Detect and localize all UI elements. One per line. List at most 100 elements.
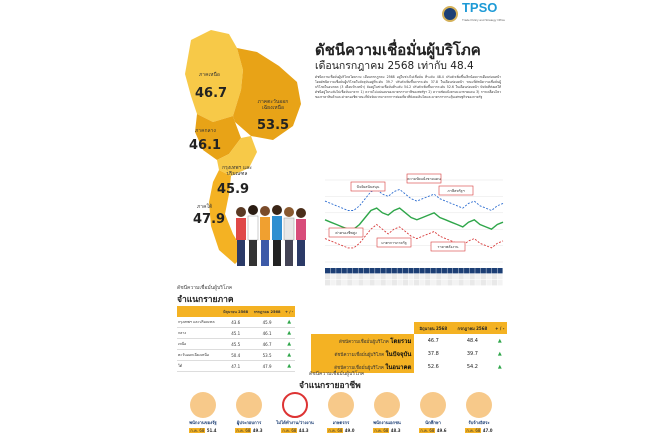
no-work-icon <box>282 392 308 418</box>
region-row-jun: 47.1 <box>220 360 251 372</box>
comparison-row-name: ดัชนีความเชื่อมั่นผู้บริโภค โดยรวม <box>311 334 415 347</box>
table-row: ใต้ 47.1 47.9 ▲ <box>177 360 295 372</box>
bangkok-value: 45.9 <box>217 182 250 197</box>
region-th-1: มิถุนายน 2568 <box>220 306 251 317</box>
region-section-title: จำแนกรายภาค <box>177 295 234 305</box>
chart-month-cell <box>469 268 475 274</box>
chart-month-cell <box>369 280 375 286</box>
comparison-row-label: ในอนาคต <box>385 363 412 371</box>
chart-month-cell <box>464 274 470 280</box>
chart-series-line-2 <box>324 188 504 212</box>
chart-callout-text: ความขัดแย้งชายแดน <box>407 176 441 181</box>
occupation-label: นักศึกษา <box>425 420 441 425</box>
region-row-name: กรุงเทพฯ และปริมณฑล <box>177 317 221 328</box>
occupation-value: 47.0 <box>482 428 493 433</box>
chart-month-cell <box>336 274 342 280</box>
occupation-item-unemployed: ไม่ได้ทำงาน/ว่างงาน ก.ค. 68 44.3 <box>275 392 315 434</box>
occupation-month: ก.ค. 68 <box>281 428 298 433</box>
north-label: ภาคเหนือ <box>199 72 220 78</box>
chart-month-cell <box>425 268 431 274</box>
infographic-page: TPSO Trade Policy and Strategy Office ภา… <box>169 0 511 447</box>
comparison-row-prefix: ดัชนีความเชื่อมั่นผู้บริโภค <box>339 339 389 345</box>
occupation-item-private: พนักงานเอกชน ก.ค. 68 48.3 <box>367 392 407 434</box>
chart-month-cell <box>341 268 347 274</box>
person-5 <box>283 207 295 266</box>
chart-month-cell <box>430 268 436 274</box>
occupation-label: รับจ้างอิสระ <box>468 420 490 425</box>
region-row-jun: 43.6 <box>220 317 251 328</box>
occupation-value: 51.4 <box>206 428 217 433</box>
occupation-month: ก.ค. 68 <box>189 428 206 433</box>
chart-month-cell <box>375 274 381 280</box>
occupation-section-small: ดัชนีความเชื่อมั่นผู้บริโภค <box>309 371 365 377</box>
region-row-name: กลาง <box>177 327 221 339</box>
region-row-jul: 46.1 <box>250 327 284 339</box>
north-value: 46.7 <box>195 86 228 101</box>
chart-month-cell <box>369 268 375 274</box>
chart-month-cell <box>358 268 364 274</box>
northeast-value: 53.5 <box>257 118 290 133</box>
comparison-th-3: + / - <box>492 322 507 334</box>
occupation-value: 49.0 <box>344 428 355 433</box>
chart-month-cell <box>330 280 336 286</box>
tpso-logo-text: TPSO <box>461 0 498 15</box>
up-arrow-icon: ▲ <box>283 360 295 372</box>
chart-month-cell <box>497 280 503 286</box>
chart-month-cell <box>408 280 414 286</box>
chart-month-cell <box>441 280 447 286</box>
chart-month-cell <box>397 268 403 274</box>
chart-month-cell <box>325 274 331 280</box>
occupation-item-freelance: รับจ้างอิสระ ก.ค. 68 47.0 <box>459 392 499 434</box>
occupation-label: พนักงานเอกชน <box>373 420 401 425</box>
chart-month-cell <box>386 280 392 286</box>
farmer-icon <box>328 392 354 418</box>
comparison-row-name: ดัชนีความเชื่อมั่นผู้บริโภค ในปัจจุบัน <box>311 347 415 360</box>
comparison-table: มิถุนายน 2568 กรกฎาคม 2568 + / - ดัชนีคว… <box>311 322 507 373</box>
chart-month-cell <box>486 268 492 274</box>
chart-month-cell <box>497 268 503 274</box>
tpso-logo: TPSO Trade Policy and Strategy Office <box>461 0 505 26</box>
chart-month-cell <box>414 274 420 280</box>
page-subtitle: เดือนกรกฎาคม 2568 เท่ากับ 48.4 <box>315 60 474 72</box>
chart-month-cell <box>436 268 442 274</box>
chart-month-cell <box>425 274 431 280</box>
chart-callout-text: ปัจจัยสนับสนุน <box>357 185 380 190</box>
comparison-row-jul: 39.7 <box>466 350 478 357</box>
chart-month-cell <box>330 274 336 280</box>
chart-month-cell <box>325 280 331 286</box>
comparison-th-1: มิถุนายน 2568 <box>414 322 453 334</box>
chart-month-cell <box>380 274 386 280</box>
header-logos: TPSO Trade Policy and Strategy Office <box>441 0 505 26</box>
occupation-item-entrepreneur: ผู้ประกอบการ ก.ค. 68 49.3 <box>229 392 269 434</box>
south-label: ภาคใต้ <box>197 204 213 210</box>
chart-callout-text: ภาษีสหรัฐฯ <box>447 188 464 193</box>
chart-month-cell <box>402 268 409 274</box>
chart-month-cell <box>341 280 347 286</box>
region-bangkok-shape <box>217 136 257 176</box>
region-row-jun: 50.4 <box>220 349 251 361</box>
chart-month-cell <box>419 280 425 286</box>
occupation-value: 48.3 <box>390 428 401 433</box>
up-arrow-icon: ▲ <box>497 363 502 370</box>
chart-month-cell <box>458 280 464 286</box>
chart-month-cell <box>452 280 459 286</box>
chart-month-cell <box>397 274 403 280</box>
chart-month-cell <box>408 268 414 274</box>
bangkok-label: กรุงเทพฯ และปริมณฑล <box>222 165 252 177</box>
person-6 <box>296 208 306 266</box>
entrepreneur-icon <box>236 392 262 418</box>
region-row-jul: 53.5 <box>250 349 284 361</box>
south-value: 47.9 <box>193 212 226 227</box>
region-table-header: มิถุนายน 2568 กรกฎาคม 2568 + / - <box>177 306 295 317</box>
person-1 <box>236 207 246 266</box>
up-arrow-icon: ▲ <box>283 317 295 328</box>
chart-month-cell <box>486 274 492 280</box>
chart-month-cell <box>497 274 503 280</box>
occupation-values: ก.ค. 68 44.3 <box>275 427 315 434</box>
region-row-name: เหนือ <box>177 338 221 350</box>
ministry-seal-icon <box>441 6 458 22</box>
chart-month-cell <box>380 268 386 274</box>
chart-month-cell <box>347 268 353 274</box>
chart-month-cell <box>391 280 397 286</box>
occupation-label: ผู้ประกอบการ <box>236 420 262 425</box>
